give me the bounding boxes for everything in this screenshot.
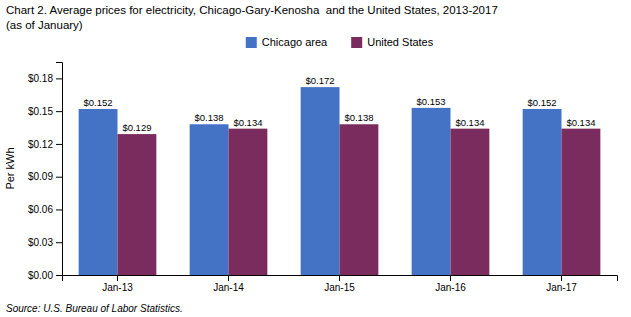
- y-tick: $0.12: [28, 139, 62, 150]
- y-tick-label: $0.06: [28, 204, 53, 215]
- x-tick-label: Jan-16: [435, 282, 466, 293]
- y-tick-label: $0.03: [28, 237, 53, 248]
- x-tick-label: Jan-13: [102, 282, 133, 293]
- legend-swatch: [351, 37, 362, 48]
- x-tick-label: Jan-17: [546, 282, 577, 293]
- y-tick: $0.18: [28, 73, 62, 84]
- x-tick-mark: [117, 275, 118, 281]
- y-tick: $0.03: [28, 237, 62, 248]
- data-label: $0.152: [84, 97, 113, 108]
- bar: [562, 129, 601, 275]
- data-label: $0.138: [195, 112, 224, 123]
- y-tick-mark: [56, 275, 62, 276]
- data-label: $0.129: [122, 122, 151, 133]
- y-tick-mark: [56, 177, 62, 178]
- legend-item: Chicago area: [246, 36, 328, 48]
- bar: [118, 134, 157, 275]
- y-tick-mark: [56, 242, 62, 243]
- y-axis: $0.00 $0.03 $0.06 $0.09 $0.12 $0.15 $0.18: [28, 63, 63, 281]
- bars: [79, 87, 601, 275]
- bar: [301, 87, 340, 275]
- x-tick-mark: [228, 275, 229, 281]
- y-tick-mark: [56, 111, 62, 112]
- bar: [523, 109, 562, 275]
- y-tick: $0.09: [28, 171, 62, 182]
- legend-label: United States: [367, 36, 434, 48]
- y-tick-label: $0.15: [28, 106, 53, 117]
- y-tick: $0.15: [28, 106, 62, 117]
- data-label: $0.134: [455, 117, 484, 128]
- bar: [451, 129, 490, 275]
- source: Source: U.S. Bureau of Labor Statistics.: [6, 303, 183, 314]
- x-tick-mark: [450, 275, 451, 281]
- x-tick: Jan-13: [102, 275, 133, 293]
- y-tick-mark: [56, 209, 62, 210]
- data-label: $0.153: [417, 96, 446, 107]
- y-tick-mark: [56, 78, 62, 79]
- bar: [79, 109, 118, 275]
- data-label: $0.172: [306, 75, 335, 86]
- x-tick-mark: [339, 275, 340, 281]
- legend-label: Chicago area: [262, 36, 328, 48]
- title: Chart 2. Average prices for electricity,…: [6, 4, 498, 16]
- x-tick-label: Jan-14: [213, 282, 244, 293]
- bar: [190, 124, 229, 275]
- series: [79, 87, 562, 275]
- bar: [229, 129, 268, 275]
- x-tick: Jan-16: [435, 275, 466, 293]
- legend-item: United States: [351, 36, 434, 48]
- data-label: $0.152: [528, 97, 557, 108]
- plot: $0.00 $0.03 $0.06 $0.09 $0.12 $0.15 $0.18 Jan-1…: [28, 63, 618, 294]
- x-tick: Jan-15: [324, 275, 355, 293]
- y-tick-mark: [56, 144, 62, 145]
- data-label: $0.134: [566, 117, 595, 128]
- bar: [412, 108, 451, 275]
- chart: Chart 2. Average prices for electricity,…: [0, 0, 631, 317]
- bar: [340, 124, 379, 275]
- x-tick-label: Jan-15: [324, 282, 355, 293]
- data-labels: $0.152 $0.138 $0.172 $0.153 $0.152 $0.129 $0.1…: [84, 75, 596, 133]
- y-tick-label: $0.12: [28, 139, 53, 150]
- y-axis-line: [56, 63, 63, 276]
- data-label: $0.138: [344, 112, 373, 123]
- x-tick: Jan-14: [213, 275, 244, 293]
- subtitle: (as of January): [6, 19, 83, 31]
- x-axis: Jan-13 Jan-14 Jan-15 Jan-16 Jan-17: [63, 275, 618, 293]
- x-axis-line: [63, 276, 618, 282]
- x-tick-mark: [561, 275, 562, 281]
- y-axis-title: Per kWh: [4, 147, 16, 189]
- y-tick: $0.00: [28, 270, 62, 281]
- data-label: $0.134: [233, 117, 262, 128]
- legend: Chicago area United States: [246, 36, 434, 48]
- legend-swatch: [246, 37, 257, 48]
- y-tick-label: $0.00: [28, 270, 53, 281]
- y-tick: $0.06: [28, 204, 62, 215]
- series: [118, 124, 601, 275]
- x-tick: Jan-17: [546, 275, 577, 293]
- y-tick-label: $0.18: [28, 73, 53, 84]
- y-tick-label: $0.09: [28, 171, 53, 182]
